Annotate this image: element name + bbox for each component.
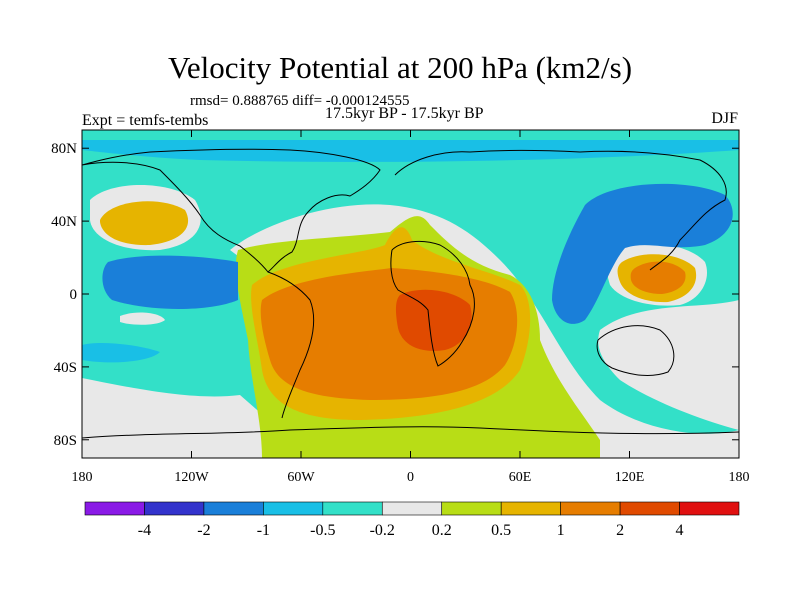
coastlines <box>82 148 739 439</box>
x-tick-label: 180 <box>72 470 93 485</box>
eastern-pacific-negative <box>102 255 238 309</box>
y-tick-label: 80N <box>51 141 77 157</box>
south-pacific-neutral <box>82 378 280 445</box>
colorbar-label: 0.2 <box>432 522 452 539</box>
colorbar-swatch <box>144 501 205 516</box>
colorbar-label: 4 <box>676 522 684 539</box>
x-tick-label: 60W <box>287 470 315 485</box>
colorbar-swatch <box>322 501 383 516</box>
experiment-label: Expt = temfs-tembs <box>82 112 209 129</box>
colorbar-swatch <box>500 501 561 516</box>
colorbar-label: -1 <box>257 522 270 539</box>
colorbar-swatch <box>203 501 264 516</box>
colorbar-label: 1 <box>557 522 565 539</box>
colorbar: -4 -2 -1 -0.5 -0.2 0.2 0.5 1 2 4 <box>84 501 740 539</box>
colorbar-swatch <box>560 501 621 516</box>
y-tick-label: 0 <box>70 287 78 303</box>
colorbar-label: -0.2 <box>370 522 395 539</box>
x-tick-label: 120E <box>615 470 645 485</box>
colorbar-label: -2 <box>197 522 210 539</box>
colorbar-label: -4 <box>138 522 151 539</box>
x-tick-label: 0 <box>407 470 414 485</box>
season-label: DJF <box>711 110 738 127</box>
x-tick-label: 60E <box>509 470 532 485</box>
colorbar-swatch <box>263 501 324 516</box>
south-atlantic-maximum <box>395 289 472 351</box>
colorbar-swatch <box>619 501 680 516</box>
y-axis: 80N 40N 0 40S 80S <box>51 141 739 449</box>
y-tick-label: 40N <box>51 214 77 230</box>
asian-negative <box>552 183 733 324</box>
north-pacific-positive <box>100 201 189 246</box>
colorbar-label: -0.5 <box>310 522 335 539</box>
x-tick-label: 120W <box>174 470 209 485</box>
y-tick-label: 40S <box>54 360 77 376</box>
australia-neutral-region <box>598 300 739 430</box>
atlantic-positive-core <box>260 268 518 400</box>
chart-subtitle: 17.5kyr BP - 17.5kyr BP <box>325 105 484 122</box>
pacific-neutral-patch <box>120 312 165 325</box>
colorbar-swatch <box>679 501 740 516</box>
south-pacific-negative <box>82 342 160 363</box>
contour-fields <box>82 130 739 458</box>
x-tick-label: 180 <box>729 470 750 485</box>
colorbar-swatch <box>84 501 145 516</box>
chart-title: Velocity Potential at 200 hPa (km2/s) <box>167 50 633 85</box>
arctic-negative <box>82 140 739 162</box>
colorbar-swatch <box>381 501 443 516</box>
colorbar-label: 0.5 <box>491 522 511 539</box>
y-tick-label: 80S <box>54 433 77 449</box>
stats-line: rmsd= 0.888765 diff= -0.000124555 <box>190 93 410 109</box>
west-pacific-positive-core <box>630 261 686 294</box>
x-axis: 180 120W 60W 0 60E 120E 180 <box>72 130 750 485</box>
colorbar-swatch <box>441 501 502 516</box>
colorbar-label: 2 <box>616 522 624 539</box>
